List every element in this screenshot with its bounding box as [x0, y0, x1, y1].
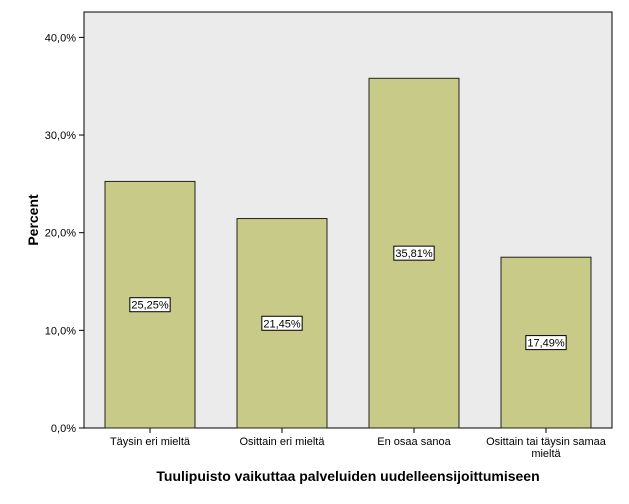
x-axis-title: Tuulipuisto vaikuttaa palveluiden uudell…: [156, 468, 539, 484]
data-label-box: [261, 315, 303, 331]
y-tick-label: 40,0%: [45, 32, 76, 44]
y-tick-label: 20,0%: [45, 228, 76, 240]
y-axis-title: Percent: [25, 194, 41, 246]
data-label-box: [393, 245, 435, 261]
x-tick-label: En osaa sanoa: [377, 436, 451, 448]
data-label: 25,25%: [129, 297, 171, 313]
y-tick-label: 0,0%: [51, 423, 76, 435]
x-tick-label-line: mieltä: [531, 448, 561, 460]
y-tick-label: 30,0%: [45, 130, 76, 142]
data-label: 35,81%: [393, 245, 435, 261]
data-label-text: 25,25%: [131, 300, 169, 312]
x-axis: Täysin eri mieltä Osittain eri mieltä En o…: [110, 428, 607, 460]
x-tick-label-line: Täysin eri mieltä: [110, 436, 191, 448]
x-tick-label: Täysin eri mieltä: [110, 436, 191, 448]
y-axis: 0,0% 10,0% 20,0% 30,0% 40,0%: [45, 32, 84, 435]
x-tick-label-line: Osittain tai täysin samaa: [486, 436, 607, 448]
data-label-box: [129, 297, 171, 313]
x-tick-label-line: Osittain eri mieltä: [240, 436, 326, 448]
bar-series: 25,25% 21,45% 35,81% 17,49%: [104, 77, 592, 429]
data-label-text: 21,45%: [263, 318, 301, 330]
x-tick-label: Osittain tai täysin samaa mieltä: [486, 436, 607, 460]
data-label-text: 35,81%: [395, 248, 433, 260]
data-label: 17,49%: [525, 335, 567, 351]
data-label-text: 17,49%: [527, 338, 565, 350]
data-label: 21,45%: [261, 315, 303, 331]
y-tick-label: 10,0%: [45, 325, 76, 337]
x-tick-label-line: En osaa sanoa: [377, 436, 451, 448]
data-label-box: [525, 335, 567, 351]
x-tick-label: Osittain eri mieltä: [240, 436, 326, 448]
